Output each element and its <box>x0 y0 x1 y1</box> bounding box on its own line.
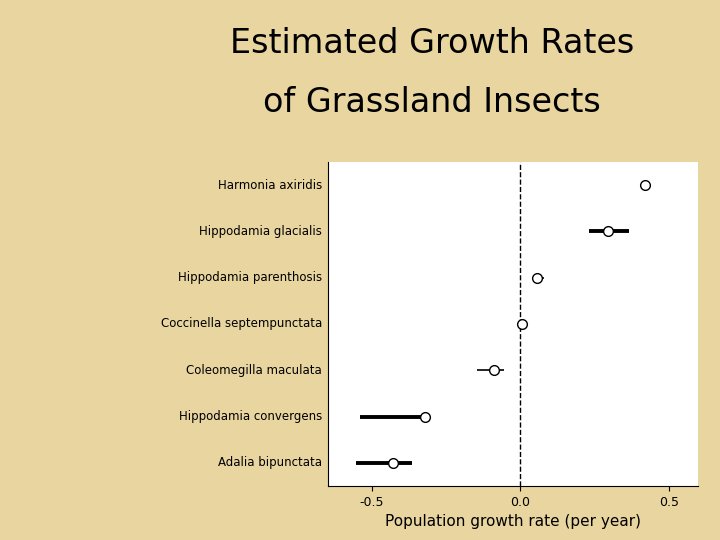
Text: Coleomegilla maculata: Coleomegilla maculata <box>186 364 322 377</box>
Text: Hippodamia convergens: Hippodamia convergens <box>179 410 322 423</box>
Text: Coccinella septempunctata: Coccinella septempunctata <box>161 318 322 330</box>
Text: Hippodamia parenthosis: Hippodamia parenthosis <box>178 271 322 284</box>
Text: Harmonia axiridis: Harmonia axiridis <box>217 179 322 192</box>
Text: Estimated Growth Rates: Estimated Growth Rates <box>230 27 634 60</box>
Text: Adalia bipunctata: Adalia bipunctata <box>218 456 322 469</box>
X-axis label: Population growth rate (per year): Population growth rate (per year) <box>385 514 641 529</box>
Text: of Grassland Insects: of Grassland Insects <box>263 86 601 119</box>
Text: Hippodamia glacialis: Hippodamia glacialis <box>199 225 322 238</box>
